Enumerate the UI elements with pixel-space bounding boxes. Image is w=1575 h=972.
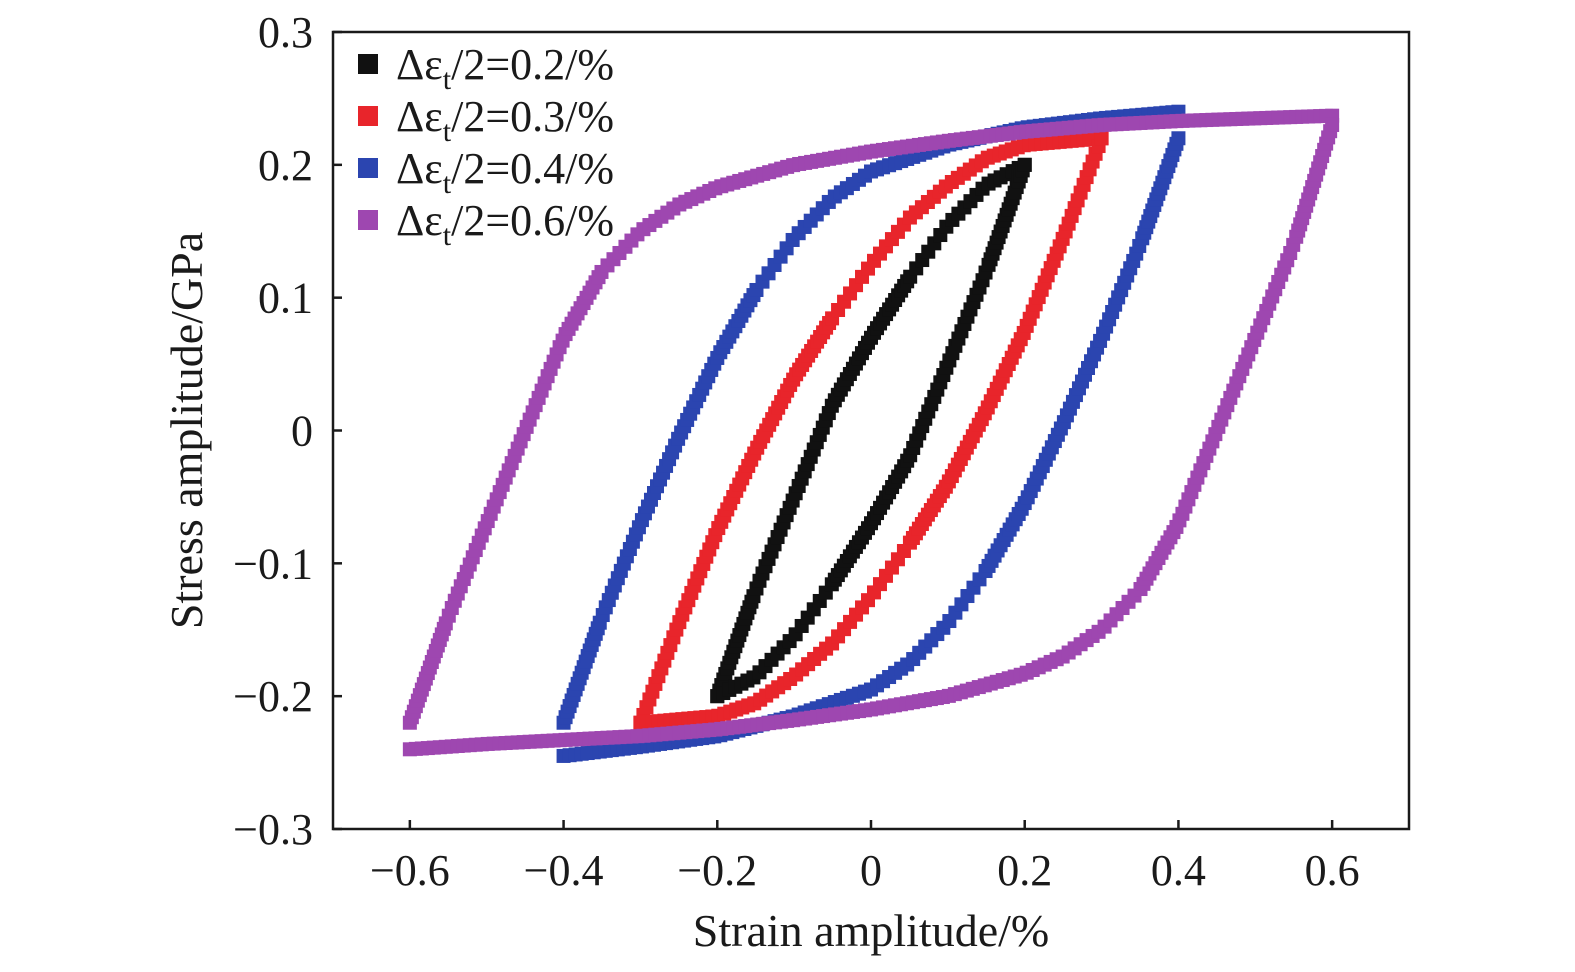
legend-label-subscript: t: [443, 63, 452, 96]
y-tick-label: −0.1: [233, 539, 313, 588]
y-tick-label: 0.2: [258, 141, 313, 190]
legend-label-rest: /2=0.2/%: [451, 40, 614, 89]
legend-label: Δεt/2=0.4/%: [396, 144, 614, 200]
legend-item: Δεt/2=0.4/%: [358, 144, 614, 200]
y-tick-label: −0.2: [233, 672, 313, 721]
data-layer: [402, 104, 1340, 763]
x-tick-label: −0.4: [524, 846, 604, 895]
legend-item: Δεt/2=0.2/%: [358, 40, 614, 96]
legend-swatch: [358, 54, 378, 74]
series-3: [556, 104, 1186, 763]
series-4: [402, 108, 1340, 757]
y-axis-title: Stress amplitude/GPa: [161, 232, 212, 629]
ticks-layer: −0.6 −0.4 −0.2 0 0.2 0.4 0.6 −0.3 −0.2 −0.1 0 0.1 0.…: [233, 8, 1359, 895]
legend-label-subscript: t: [443, 167, 452, 200]
x-tick-label: −0.2: [677, 846, 757, 895]
x-axis-title: Strain amplitude/%: [693, 905, 1049, 956]
legend-item: Δεt/2=0.3/%: [358, 92, 614, 148]
x-tick-label: 0.2: [997, 846, 1052, 895]
legend: Δεt/2=0.2/%Δεt/2=0.3/%Δεt/2=0.4/%Δεt/2=0…: [358, 40, 614, 252]
legend-label-main: Δε: [396, 92, 443, 141]
legend-swatch: [358, 158, 378, 178]
legend-label-subscript: t: [443, 115, 452, 148]
legend-swatch: [358, 210, 378, 230]
y-tick-label: 0.1: [258, 274, 313, 323]
x-tick-label: −0.6: [370, 846, 450, 895]
legend-label-main: Δε: [396, 196, 443, 245]
y-tick-label: −0.3: [233, 805, 313, 854]
y-tick-label: 0.3: [258, 8, 313, 57]
x-tick-label: 0.4: [1151, 846, 1206, 895]
legend-label-main: Δε: [396, 144, 443, 193]
legend-label-main: Δε: [396, 40, 443, 89]
legend-item: Δεt/2=0.6/%: [358, 196, 614, 252]
legend-label: Δεt/2=0.6/%: [396, 196, 614, 252]
x-tick-label: 0.6: [1305, 846, 1360, 895]
series-1: [710, 157, 1032, 704]
legend-label-rest: /2=0.3/%: [451, 92, 614, 141]
legend-label-rest: /2=0.6/%: [451, 196, 614, 245]
legend-label-rest: /2=0.4/%: [451, 144, 614, 193]
data-point: [1094, 131, 1109, 146]
data-point: [1171, 131, 1186, 146]
x-tick-label: 0: [860, 846, 882, 895]
legend-swatch: [358, 106, 378, 126]
data-point: [1325, 117, 1340, 132]
legend-label: Δεt/2=0.3/%: [396, 92, 614, 148]
legend-label-subscript: t: [443, 219, 452, 252]
data-point: [1017, 157, 1032, 172]
series-2: [633, 131, 1109, 730]
y-tick-label: 0: [291, 407, 313, 456]
legend-label: Δεt/2=0.2/%: [396, 40, 614, 96]
